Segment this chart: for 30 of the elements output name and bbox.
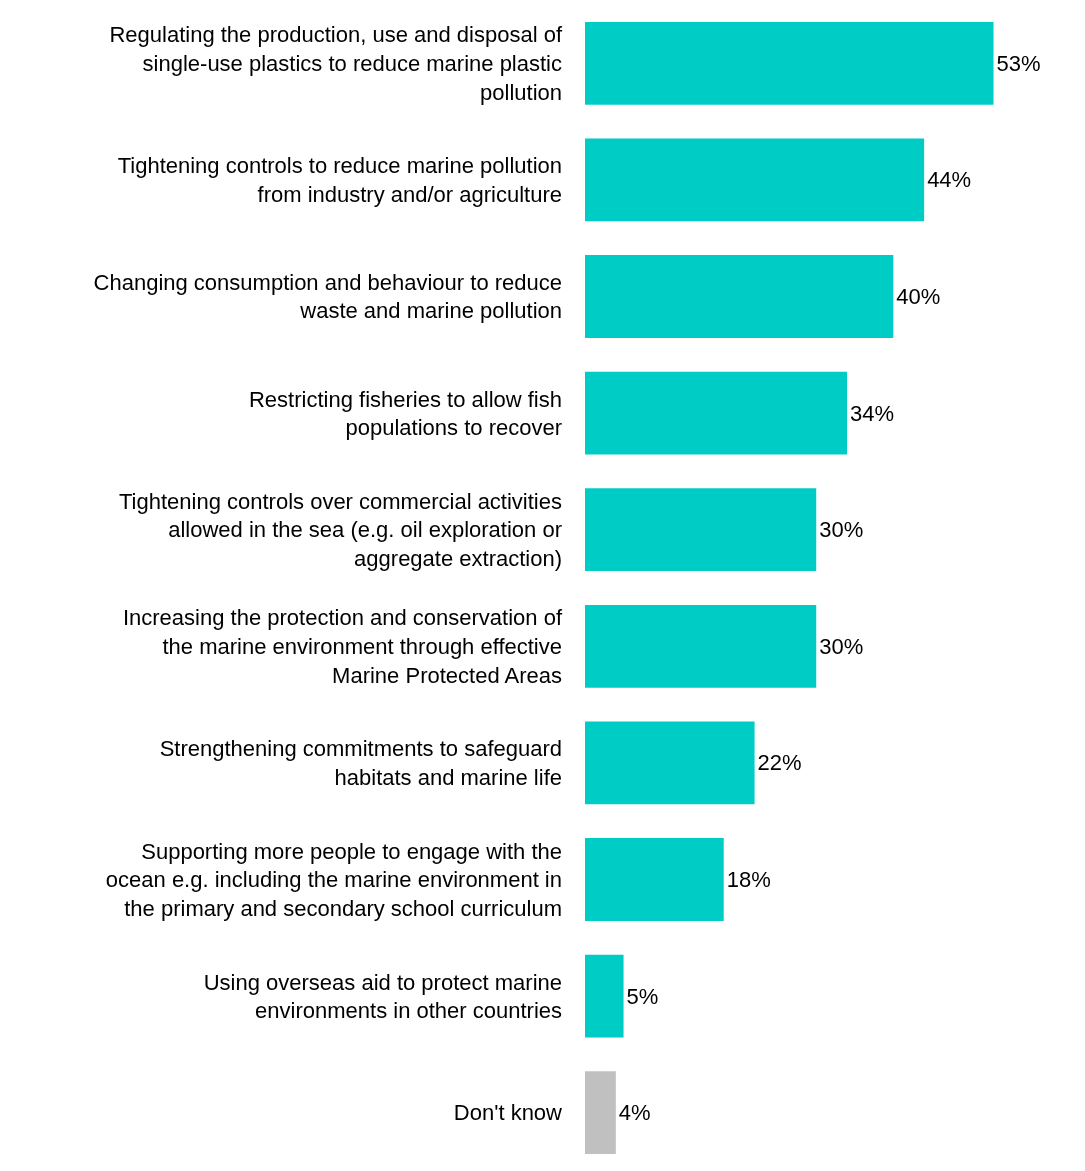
data-label: 40% xyxy=(896,284,941,309)
y-tick-label: Tightening controls over commercial activities allowed in the sea (e.g. oil exploration or aggregate extraction) xyxy=(118,488,562,571)
y-tick-label: Don't know xyxy=(453,1100,563,1126)
bar xyxy=(585,838,724,921)
bar xyxy=(585,1071,616,1155)
data-label: 5% xyxy=(626,983,659,1009)
data-label: 4% xyxy=(618,1100,651,1126)
y-tick-label: Supporting more people to engage with the ocean e.g. including the marine environment in the primary and secondary school curriculum xyxy=(105,838,562,921)
data-label: 18% xyxy=(726,867,771,892)
data-label: 53% xyxy=(996,50,1041,76)
data-label: 30% xyxy=(819,517,864,543)
y-tick-label: Tightening controls to reduce marine pollution from industry and/or agriculture xyxy=(117,153,562,207)
bar xyxy=(585,721,755,805)
data-label: 34% xyxy=(850,400,895,426)
bar xyxy=(585,371,848,455)
y-tick-label: Strengthening commitments to safeguard habitats and marine life xyxy=(159,736,562,790)
y-tick-label: Restricting fisheries to allow fish populations to recover xyxy=(248,386,562,441)
data-label: 30% xyxy=(819,633,864,659)
data-label: 44% xyxy=(927,167,972,193)
y-tick-label: Regulating the production, use and disposal of single-use plastics to reduce marine plastic pollution xyxy=(109,22,563,105)
data-label: 22% xyxy=(757,750,802,776)
bar xyxy=(585,604,817,688)
y-tick-label: Increasing the protection and conservation of the marine environment through effective Marine Protected Areas xyxy=(122,605,563,688)
bar xyxy=(585,255,894,338)
bar xyxy=(585,954,624,1038)
y-tick-label: Using overseas aid to protect marine environments in other countries xyxy=(203,969,562,1024)
bar xyxy=(585,21,994,105)
bar xyxy=(585,488,817,572)
y-tick-label: Changing consumption and behaviour to reduce waste and marine pollution xyxy=(93,269,562,324)
bar xyxy=(585,138,925,222)
